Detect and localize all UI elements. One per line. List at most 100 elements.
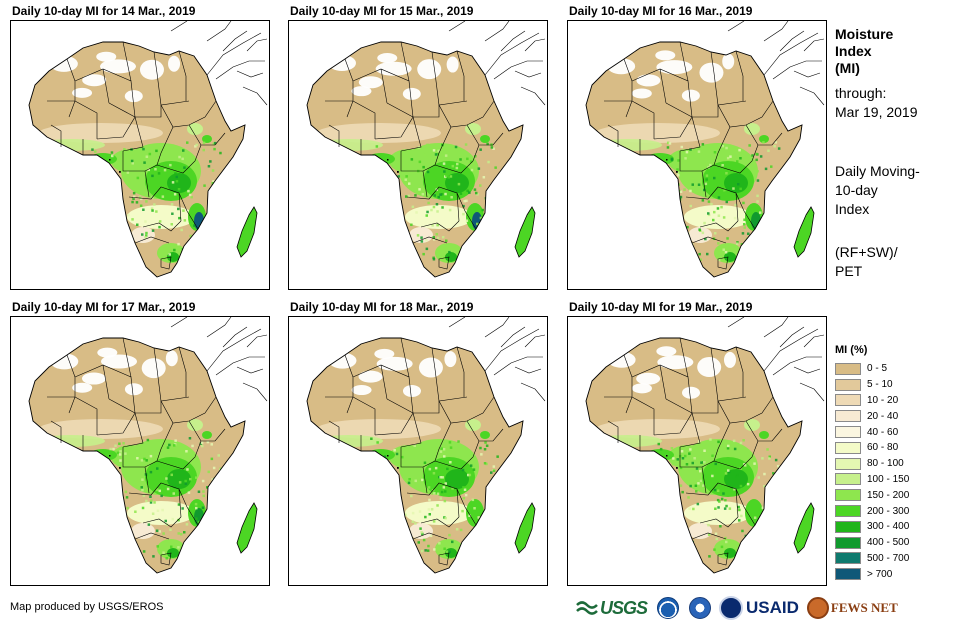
legend-swatch [835, 473, 861, 486]
legend-label: 150 - 200 [867, 489, 910, 501]
legend-label: 80 - 100 [867, 458, 904, 470]
legend-item: 150 - 200 [835, 487, 909, 503]
madagascar-landmass [514, 206, 536, 258]
legend-swatch [835, 362, 861, 375]
usaid-logo: USAID [719, 596, 799, 620]
legend-swatch [835, 520, 861, 533]
africa-map [28, 317, 268, 574]
map-panel-2: Daily 10-day MI for 15 Mar., 2019 [288, 4, 548, 291]
legend-swatch [835, 505, 861, 518]
moisture-index-title: Moisture Index (MI) [835, 26, 893, 77]
description-block: Daily Moving- 10-day Index [835, 162, 920, 219]
title-line: Index [835, 43, 872, 59]
africa-map [28, 21, 268, 278]
formula-line: PET [835, 263, 863, 279]
legend-title: MI (%) [835, 344, 868, 356]
usaid-wordmark: USAID [746, 598, 799, 617]
description-line: Daily Moving- [835, 163, 920, 179]
nasa-logo-icon [689, 597, 712, 619]
panel-title: Daily 10-day MI for 14 Mar., 2019 [12, 4, 196, 18]
fews-net-logo: FEWS NET [806, 597, 898, 619]
legend-label: 400 - 500 [867, 537, 910, 549]
fews-globe-icon [806, 597, 829, 619]
legend-label: 0 - 5 [867, 363, 888, 375]
logo-strip: USGS USAID FEWS NET [576, 594, 898, 622]
legend-item: 300 - 400 [835, 519, 909, 535]
usaid-seal-icon [719, 596, 744, 620]
map-frame [10, 316, 270, 586]
through-block: through: Mar 19, 2019 [835, 84, 918, 122]
title-line: (MI) [835, 60, 860, 76]
legend-swatch [835, 457, 861, 470]
legend-item: 60 - 80 [835, 440, 909, 456]
fews-net-wordmark: FEWS NET [830, 600, 898, 615]
description-line: 10-day [835, 182, 878, 198]
panel-title: Daily 10-day MI for 16 Mar., 2019 [569, 4, 753, 18]
legend-item: 100 - 150 [835, 472, 909, 488]
madagascar-landmass [793, 502, 815, 554]
usgs-logo: USGS [576, 597, 648, 619]
legend: 0 - 5 5 - 10 10 - 20 20 - 40 40 - 60 60 - 80 8… [835, 361, 909, 582]
usgs-wordmark: USGS [600, 597, 648, 618]
description-line: Index [835, 201, 870, 217]
legend-swatch [835, 536, 861, 549]
title-line: Moisture [835, 26, 894, 42]
legend-item: 10 - 20 [835, 393, 909, 409]
map-panel-6: Daily 10-day MI for 19 Mar., 2019 [567, 300, 827, 587]
legend-label: 60 - 80 [867, 442, 899, 454]
legend-label: 20 - 40 [867, 410, 899, 422]
through-date: Mar 19, 2019 [835, 104, 918, 120]
noaa-logo-icon [657, 597, 680, 619]
panel-title: Daily 10-day MI for 18 Mar., 2019 [290, 300, 474, 314]
panel-title: Daily 10-day MI for 15 Mar., 2019 [290, 4, 474, 18]
africa-map [306, 21, 546, 278]
formula-block: (RF+SW)/ PET [835, 243, 898, 281]
map-frame [288, 20, 548, 290]
legend-item: 400 - 500 [835, 535, 909, 551]
legend-label: 300 - 400 [867, 521, 910, 533]
legend-label: > 700 [867, 568, 893, 580]
legend-item: 500 - 700 [835, 551, 909, 567]
madagascar-landmass [793, 206, 815, 258]
map-frame [288, 316, 548, 586]
legend-label: 40 - 60 [867, 426, 899, 438]
map-panel-4: Daily 10-day MI for 17 Mar., 2019 [10, 300, 270, 587]
legend-item: 0 - 5 [835, 361, 909, 377]
legend-label: 200 - 300 [867, 505, 910, 517]
map-panel-1: Daily 10-day MI for 14 Mar., 2019 [10, 4, 270, 291]
legend-swatch [835, 489, 861, 502]
legend-swatch [835, 568, 861, 581]
legend-item: 200 - 300 [835, 503, 909, 519]
legend-item: 20 - 40 [835, 408, 909, 424]
madagascar-landmass [236, 206, 258, 258]
africa-map [585, 317, 825, 574]
legend-item: 40 - 60 [835, 424, 909, 440]
usgs-wave-icon [576, 601, 598, 615]
legend-swatch [835, 441, 861, 454]
legend-label: 5 - 10 [867, 379, 893, 391]
legend-item: 5 - 10 [835, 377, 909, 393]
africa-map [306, 317, 546, 574]
legend-swatch [835, 426, 861, 439]
map-frame [567, 316, 827, 586]
legend-swatch [835, 410, 861, 423]
panel-title: Daily 10-day MI for 19 Mar., 2019 [569, 300, 753, 314]
africa-map [585, 21, 825, 278]
legend-label: 500 - 700 [867, 552, 910, 564]
map-panel-3: Daily 10-day MI for 16 Mar., 2019 [567, 4, 827, 291]
map-panel-5: Daily 10-day MI for 18 Mar., 2019 [288, 300, 548, 587]
legend-label: 10 - 20 [867, 394, 899, 406]
credit-text: Map produced by USGS/EROS [10, 601, 164, 613]
through-label: through: [835, 85, 887, 101]
legend-swatch [835, 552, 861, 565]
legend-label: 100 - 150 [867, 473, 910, 485]
legend-item: > 700 [835, 566, 909, 582]
legend-swatch [835, 378, 861, 391]
legend-item: 80 - 100 [835, 456, 909, 472]
legend-swatch [835, 394, 861, 407]
panel-title: Daily 10-day MI for 17 Mar., 2019 [12, 300, 196, 314]
madagascar-landmass [236, 502, 258, 554]
formula-line: (RF+SW)/ [835, 244, 898, 260]
map-frame [567, 20, 827, 290]
map-frame [10, 20, 270, 290]
